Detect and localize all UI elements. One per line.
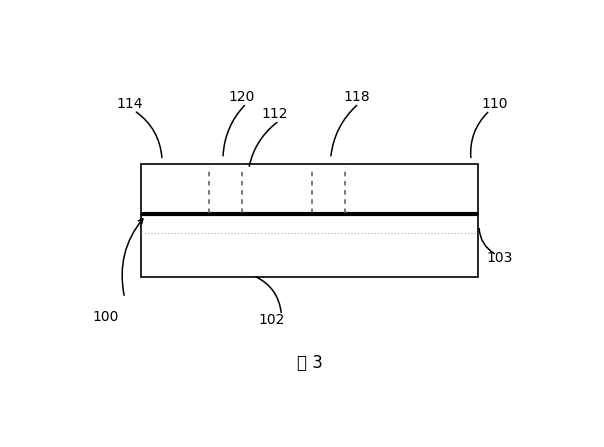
- Text: 図 3: 図 3: [297, 354, 323, 372]
- Text: 114: 114: [116, 97, 143, 110]
- Text: 100: 100: [93, 310, 119, 324]
- Bar: [141, 214, 478, 277]
- Text: 110: 110: [481, 97, 508, 110]
- Bar: [141, 164, 478, 214]
- Text: 112: 112: [261, 107, 288, 121]
- Text: 102: 102: [259, 313, 285, 327]
- Text: 103: 103: [486, 251, 512, 266]
- Text: 118: 118: [343, 90, 370, 104]
- Text: 120: 120: [228, 90, 255, 104]
